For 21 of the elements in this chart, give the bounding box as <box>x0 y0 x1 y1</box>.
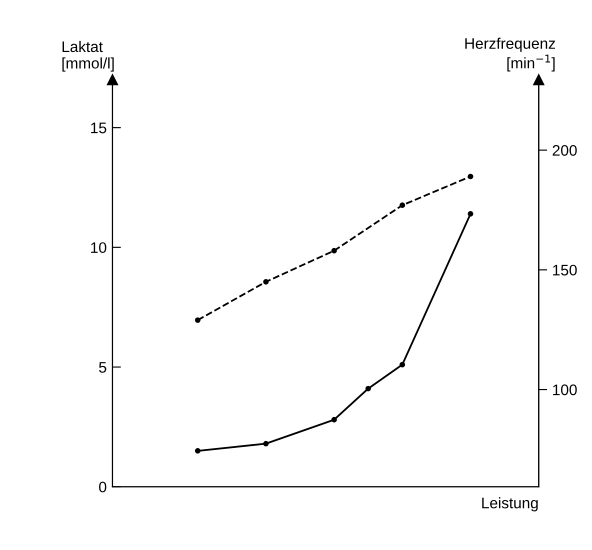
point <box>194 317 201 323</box>
y2-axis-title: Herzfrequenz [min$^{−1}$] <box>465 38 556 72</box>
point <box>331 248 337 254</box>
point <box>400 202 406 208</box>
y2-tick-label: 100 <box>553 384 577 396</box>
y2-tick-label: 200 <box>552 145 577 156</box>
point <box>400 362 406 368</box>
point <box>468 211 474 217</box>
y-tick-label: 10 <box>91 242 106 254</box>
y2-tick-label: 150 <box>553 264 577 276</box>
point <box>365 386 371 392</box>
point <box>194 448 201 454</box>
point <box>468 174 474 180</box>
y-axis-title: Laktat [mmol/l] <box>62 40 114 72</box>
y-tick-label: 5 <box>99 362 106 373</box>
point <box>331 416 337 422</box>
point <box>263 279 269 285</box>
x-axis-title: Leistung <box>482 497 538 512</box>
point <box>263 440 269 446</box>
y-tick-label: 0 <box>99 482 106 492</box>
y-tick-label: 15 <box>91 122 106 134</box>
